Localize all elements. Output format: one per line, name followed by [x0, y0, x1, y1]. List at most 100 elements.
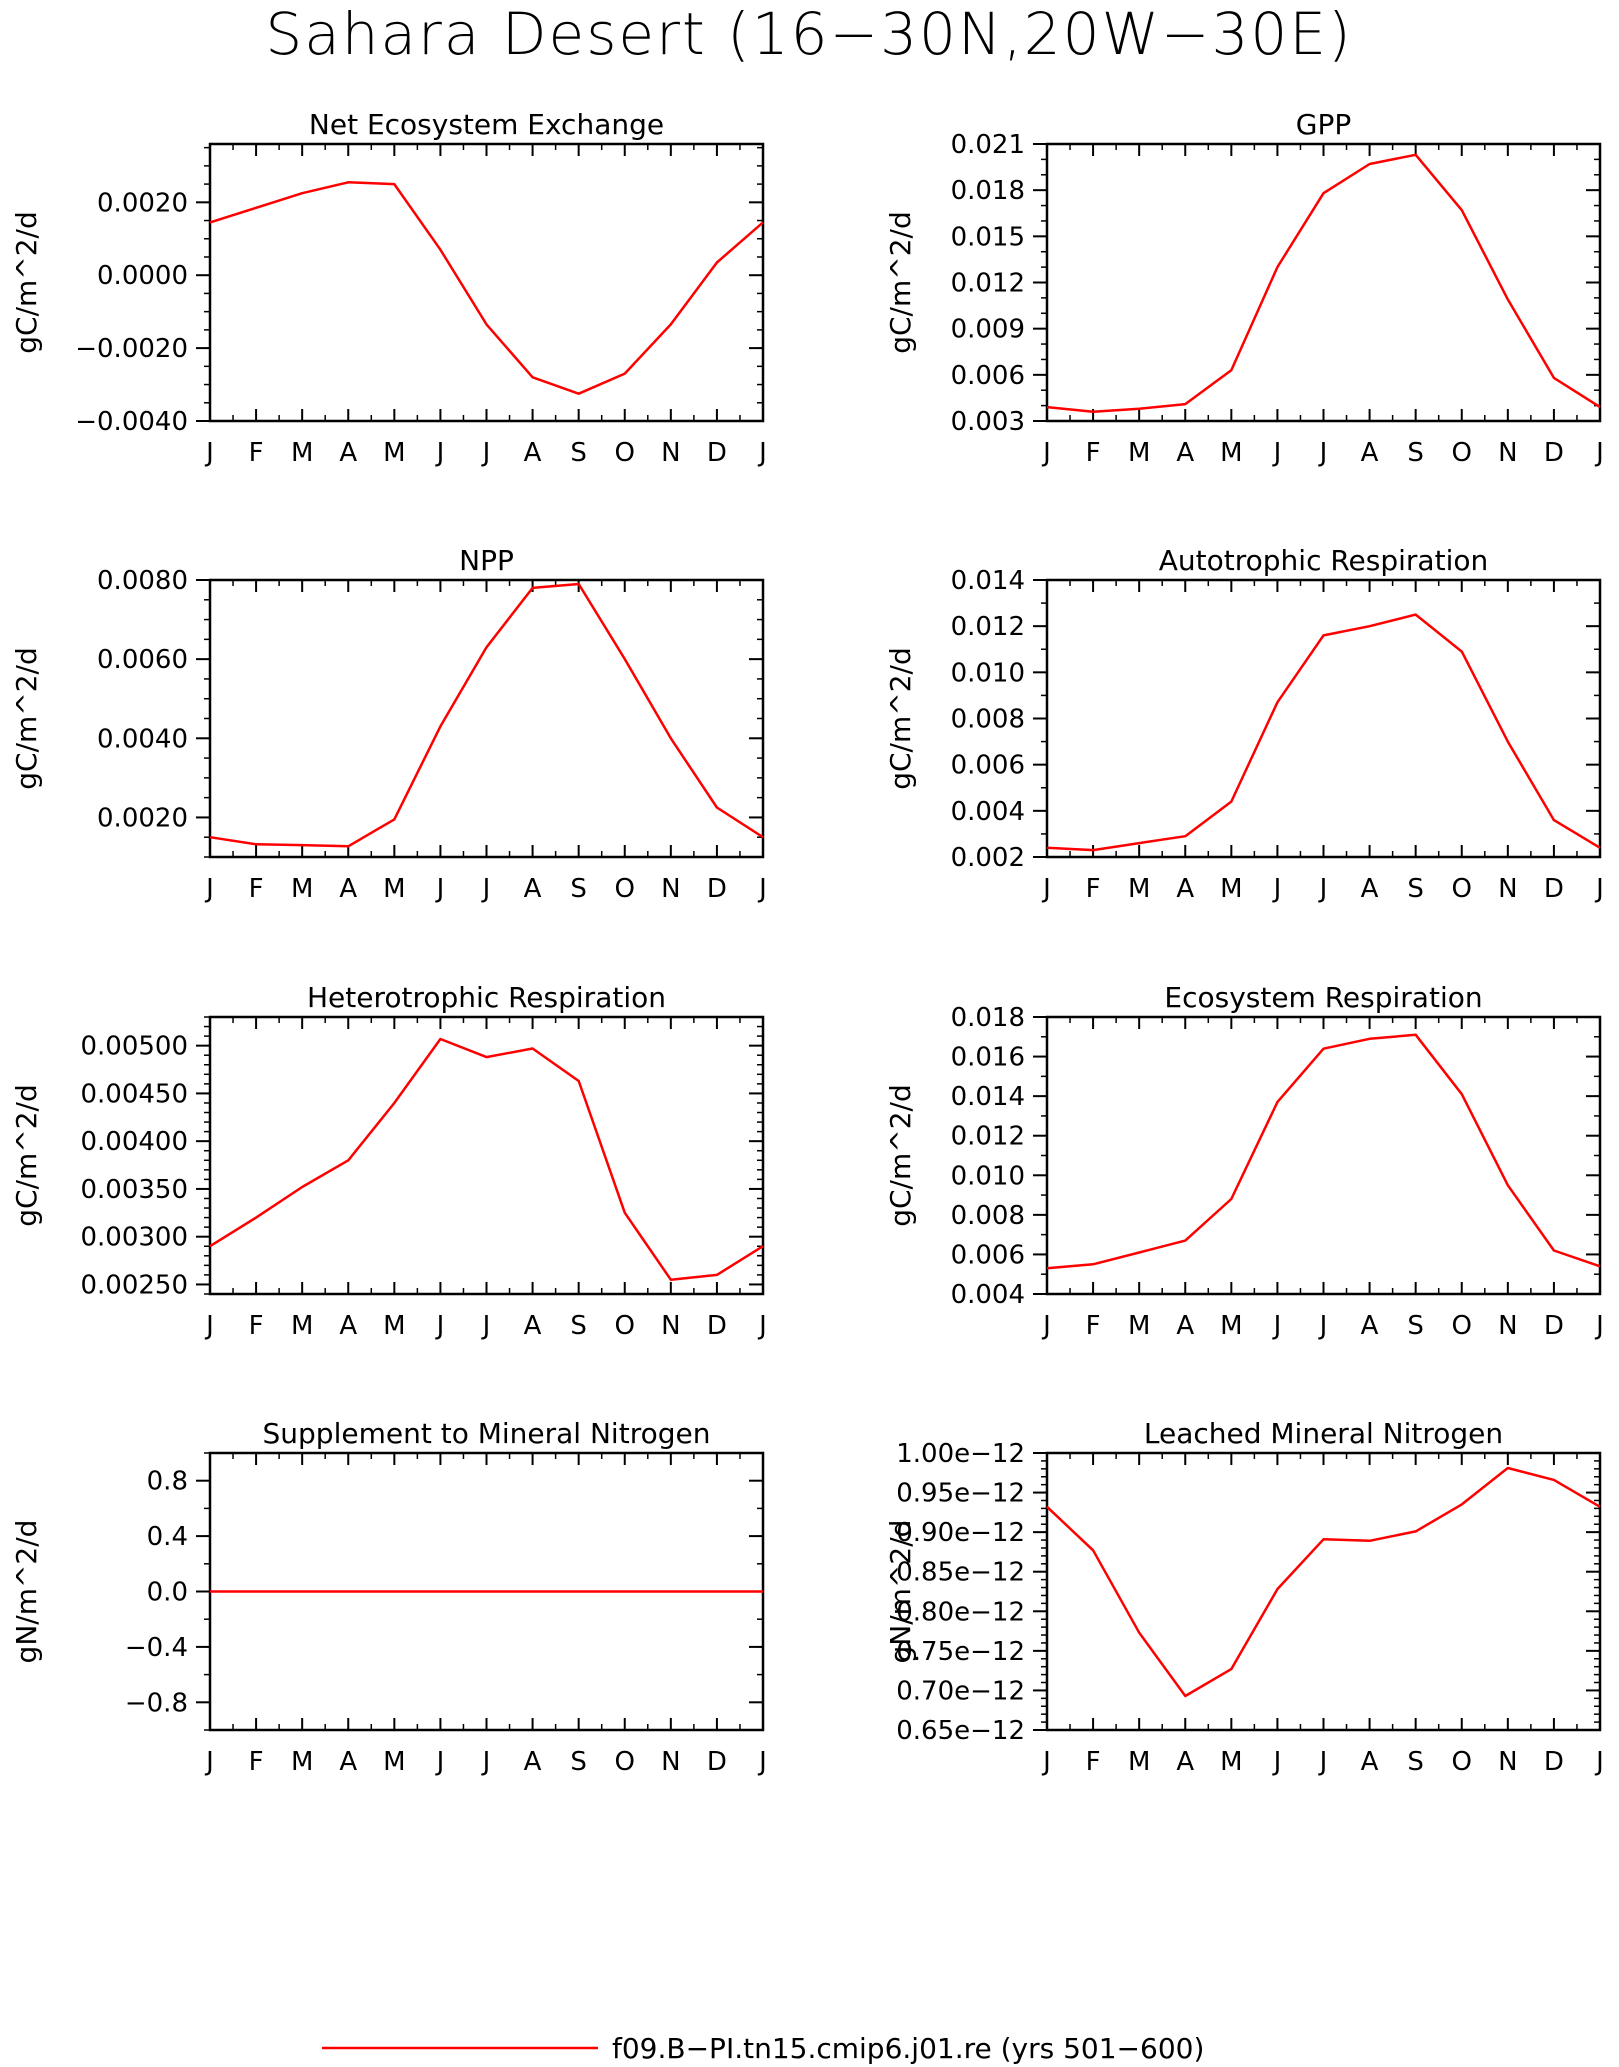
x-tick-label: J [1272, 1311, 1282, 1341]
y-tick-label: 0.018 [951, 1003, 1025, 1033]
series-line [209, 181, 764, 395]
y-tick-label: 0.85e−12 [896, 1558, 1025, 1588]
y-axis-label: gC/m^2/d [10, 1084, 43, 1227]
x-tick-label: M [1128, 1311, 1150, 1341]
y-tick-label: −0.8 [125, 1688, 188, 1718]
panel-title: Heterotrophic Respiration [307, 981, 666, 1014]
x-tick-label: O [615, 1747, 635, 1777]
x-tick-label: F [1086, 438, 1101, 468]
y-axis-label: gC/m^2/d [884, 211, 917, 354]
x-tick-label: J [1318, 1311, 1328, 1341]
y-tick-label: 1.00e−12 [896, 1439, 1025, 1469]
y-tick-label: 0.004 [951, 1280, 1025, 1310]
series-line [1046, 613, 1601, 852]
y-tick-label: 0.0060 [97, 645, 188, 675]
x-tick-label: F [249, 874, 264, 904]
x-tick-label: A [339, 1747, 357, 1777]
series-line [209, 582, 764, 848]
y-tick-label: 0.00250 [80, 1270, 188, 1300]
x-tick-label: F [1086, 1311, 1101, 1341]
x-tick-label: M [291, 874, 313, 904]
y-tick-label: 0.012 [951, 612, 1025, 642]
x-tick-label: J [204, 438, 214, 468]
x-tick-label: M [1128, 438, 1150, 468]
x-tick-label: D [707, 874, 727, 904]
y-tick-label: 0.004 [951, 797, 1025, 827]
x-tick-label: O [1452, 438, 1472, 468]
x-tick-label: A [339, 874, 357, 904]
x-tick-label: D [1544, 1311, 1564, 1341]
y-tick-label: 0.00500 [80, 1032, 188, 1062]
y-tick-label: −0.0040 [75, 407, 188, 437]
x-tick-label: S [570, 874, 587, 904]
x-tick-label: F [249, 1747, 264, 1777]
y-tick-label: 0.75e−12 [896, 1637, 1025, 1667]
y-axis-label: gN/m^2/d [884, 1520, 917, 1664]
series-line [209, 1037, 764, 1281]
y-tick-label: 0.018 [951, 176, 1025, 206]
y-tick-label: 0.012 [951, 1122, 1025, 1152]
plot-frame [1045, 142, 1602, 423]
x-tick-label: M [383, 1311, 405, 1341]
x-tick-label: J [1594, 1747, 1604, 1777]
x-tick-label: M [383, 1747, 405, 1777]
x-tick-label: M [291, 1311, 313, 1341]
x-tick-label: D [1544, 1747, 1564, 1777]
x-tick-label: J [1594, 438, 1604, 468]
y-tick-label: 0.006 [951, 361, 1025, 391]
x-tick-label: J [1272, 874, 1282, 904]
y-tick-label: 0.021 [951, 130, 1025, 160]
x-tick-label: A [1176, 1311, 1194, 1341]
x-tick-label: S [570, 1311, 587, 1341]
y-tick-label: 0.00350 [80, 1175, 188, 1205]
x-tick-label: N [1498, 1747, 1517, 1777]
x-tick-label: M [1128, 1747, 1150, 1777]
y-tick-label: 0.80e−12 [896, 1597, 1025, 1627]
x-tick-label: N [1498, 1311, 1517, 1341]
x-tick-label: A [1361, 874, 1379, 904]
y-tick-label: 0.008 [951, 705, 1025, 735]
x-tick-label: A [524, 874, 542, 904]
y-tick-label: 0.8 [147, 1467, 188, 1497]
y-tick-label: 0.003 [951, 407, 1025, 437]
x-tick-label: F [1086, 874, 1101, 904]
x-tick-label: D [707, 438, 727, 468]
x-tick-label: D [707, 1311, 727, 1341]
x-tick-label: J [1318, 438, 1328, 468]
y-tick-label: 0.008 [951, 1201, 1025, 1231]
legend-label: f09.B−PI.tn15.cmip6.j01.re (yrs 501−600) [612, 2032, 1204, 2065]
x-tick-label: D [1544, 874, 1564, 904]
x-tick-label: J [1594, 1311, 1604, 1341]
y-tick-label: 0.006 [951, 1240, 1025, 1270]
x-tick-label: J [1594, 874, 1604, 904]
x-tick-label: D [707, 1747, 727, 1777]
x-tick-label: J [481, 1311, 491, 1341]
y-tick-label: 0.012 [951, 269, 1025, 299]
x-tick-label: A [524, 1311, 542, 1341]
x-tick-label: J [757, 1311, 767, 1341]
panel-title: Ecosystem Respiration [1164, 981, 1482, 1014]
legend: f09.B−PI.tn15.cmip6.j01.re (yrs 501−600) [322, 2032, 1204, 2065]
y-tick-label: 0.0020 [97, 188, 188, 218]
x-tick-label: O [615, 1311, 635, 1341]
x-tick-label: J [757, 438, 767, 468]
x-tick-label: O [1452, 1311, 1472, 1341]
x-tick-label: N [661, 438, 680, 468]
plot-frame [1045, 1451, 1602, 1732]
x-tick-label: S [1407, 438, 1424, 468]
x-tick-label: J [204, 874, 214, 904]
x-tick-label: M [1220, 1311, 1242, 1341]
x-tick-label: A [1361, 1311, 1379, 1341]
x-tick-label: F [249, 438, 264, 468]
x-tick-label: M [1220, 1747, 1242, 1777]
plot-frame [208, 1015, 765, 1296]
x-tick-label: J [435, 438, 445, 468]
y-tick-label: 0.0020 [97, 803, 188, 833]
